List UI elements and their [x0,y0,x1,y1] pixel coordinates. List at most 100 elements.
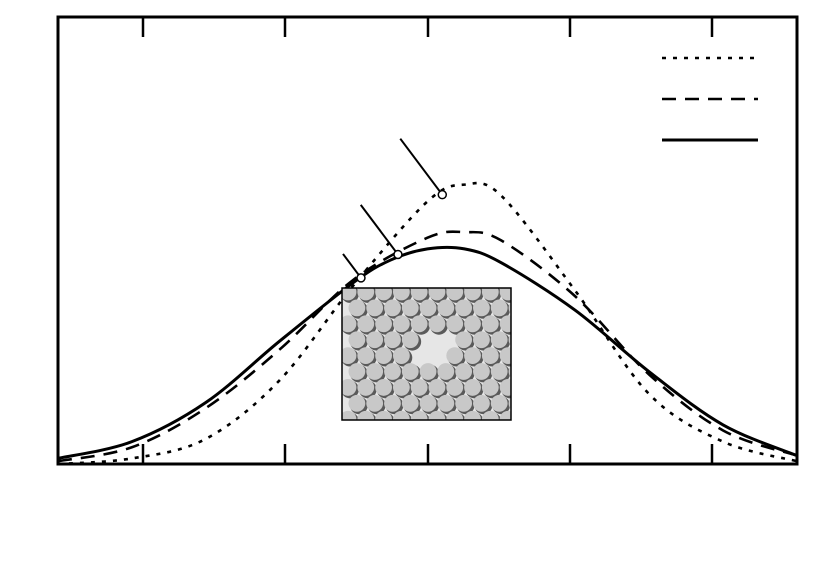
atom [348,363,366,380]
atom [428,315,446,333]
atom [401,331,419,349]
atom [490,299,508,317]
atom [490,394,508,412]
atom [392,379,410,396]
atom [357,347,375,365]
series-line-solid [57,245,798,460]
atom [490,331,508,349]
atom [348,331,366,349]
atom [428,288,446,301]
series-line-dashed [57,230,798,463]
atom [401,363,419,380]
atom [455,299,473,317]
atom [410,288,428,301]
atom [401,299,419,317]
leader-line-solid [342,253,362,279]
series-markers [342,138,448,283]
atom [481,315,499,333]
atom [481,347,499,365]
atom [446,288,464,301]
atom [410,410,428,420]
atom [446,379,464,396]
atom [366,394,384,412]
atom [455,331,473,349]
atom [499,347,511,365]
atom [428,410,446,420]
atom [455,363,473,380]
atom [348,394,366,412]
atom [437,299,455,317]
atom [392,347,410,365]
atom-shadow [510,369,511,378]
atom [455,394,473,412]
atom [446,410,464,420]
atom [419,394,437,412]
atom [481,410,499,420]
inset-cells [342,288,511,420]
atom-shadow [510,337,511,346]
atom [464,410,481,420]
atom [410,379,428,396]
atom [375,410,392,420]
atom [490,363,508,380]
atom [392,315,410,333]
series-curves [57,181,798,466]
atom [342,410,357,420]
atom [464,347,481,365]
atom [473,394,490,412]
atom [419,299,437,317]
atom [473,363,490,380]
atom [342,315,357,333]
atom [342,347,357,365]
leader-line-dashed [359,204,399,256]
atom [375,379,392,396]
marker-dashed [393,249,403,260]
atom-shadow [510,306,511,314]
atom [384,363,401,380]
atom [384,331,401,349]
atom [437,363,455,380]
atom [473,299,490,317]
atom [342,288,357,301]
atom [357,410,375,420]
atom [428,379,446,396]
atom [357,379,375,396]
atom-shadow [510,401,511,410]
inset-frame [341,287,512,421]
atom [348,299,366,317]
atom [473,331,490,349]
x-ticks [141,17,714,464]
atom [419,363,437,380]
atom [401,394,419,412]
atom [366,363,384,380]
atom [375,347,392,365]
atom [464,288,481,301]
atom [392,410,410,420]
atom [366,299,384,317]
atom [481,379,499,396]
atom [481,288,499,301]
marker-solid [356,273,366,283]
atom [446,347,464,365]
atom [499,379,511,396]
leader-line-dotted [399,138,444,196]
atom [384,394,401,412]
atom [375,288,392,301]
atom [342,379,357,396]
legend [662,56,758,142]
atom [357,315,375,333]
atom [366,331,384,349]
atom [357,288,375,301]
atom [464,379,481,396]
atom [384,299,401,317]
atom [464,315,481,333]
atom [499,288,511,301]
atom [410,315,428,333]
atom [392,288,410,301]
atom [375,315,392,333]
atom [446,315,464,333]
atom [437,394,455,412]
atom [499,315,511,333]
atom [499,410,511,420]
